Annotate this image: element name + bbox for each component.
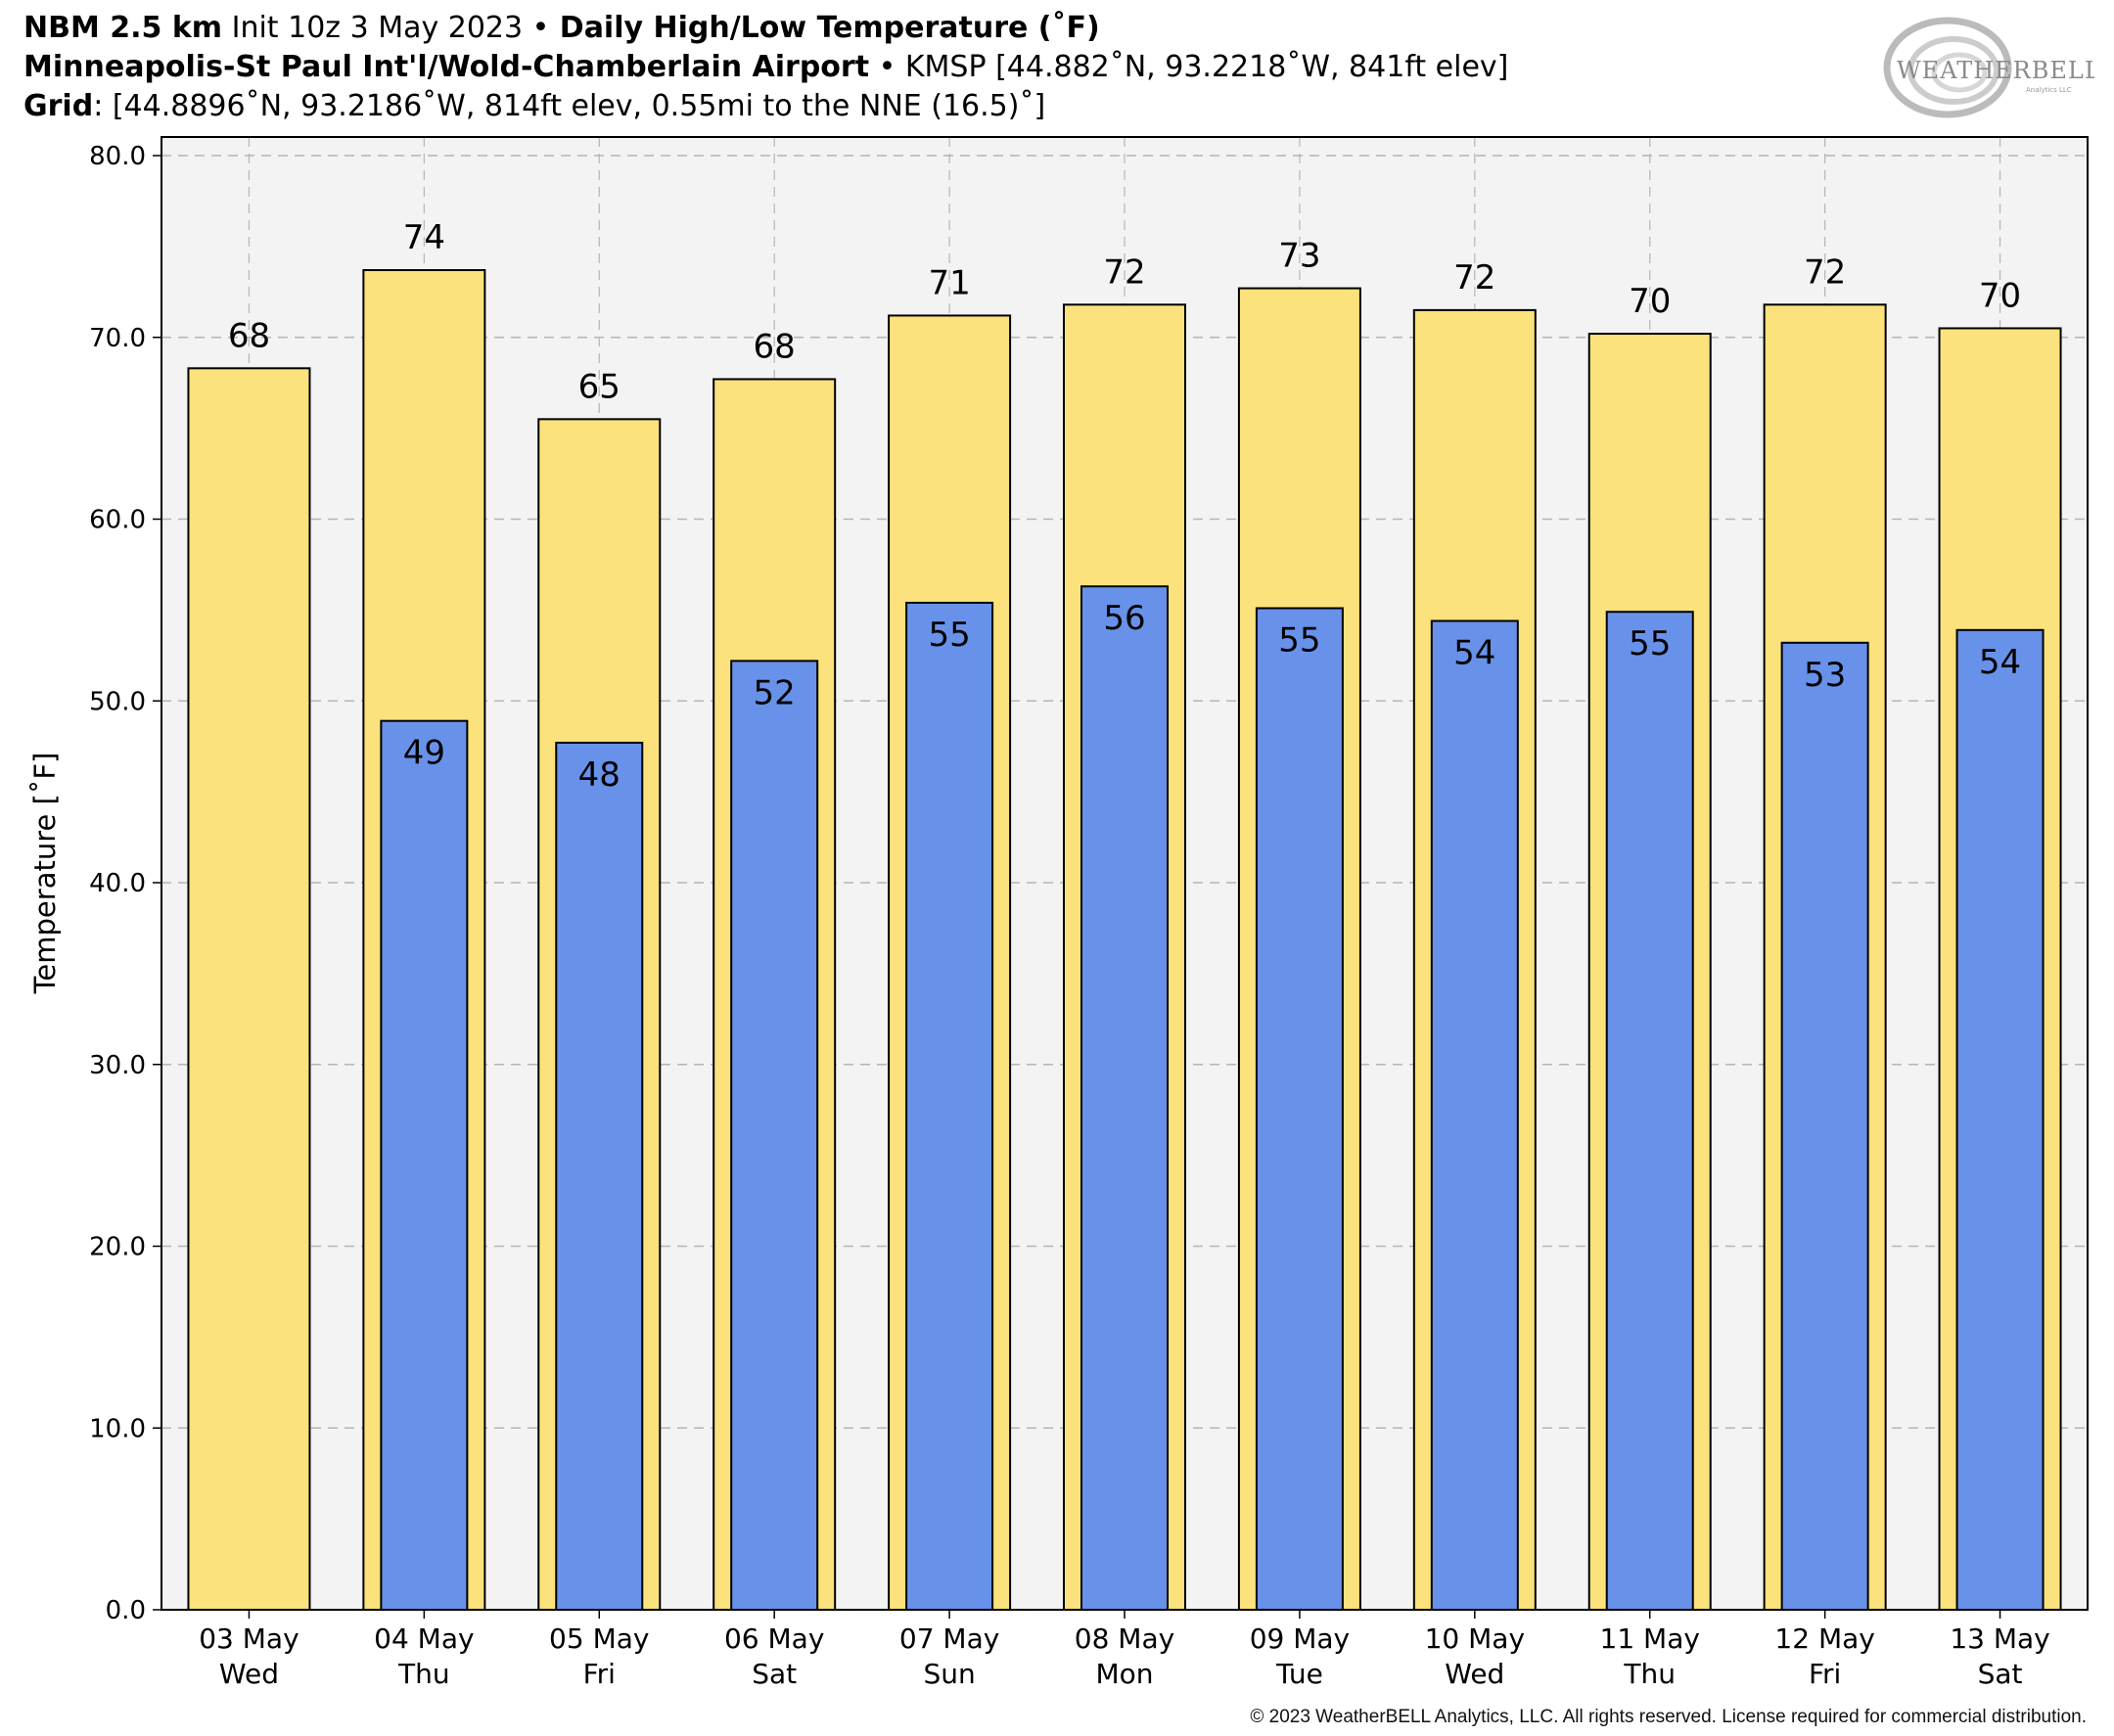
low-temp-bar: [1605, 611, 1694, 1611]
low-temp-label: 48: [578, 755, 620, 795]
high-temp-label: 70: [1629, 282, 1671, 321]
y-tick-label: 0.0: [106, 1596, 146, 1625]
y-tick-label: 30.0: [89, 1051, 146, 1080]
plot-frame: [161, 136, 2089, 1611]
low-temp-bar: [1955, 628, 2045, 1611]
low-temp-label: 53: [1804, 656, 1846, 695]
x-tick-label-date: 06 May: [724, 1622, 824, 1655]
x-tick-label-date: 08 May: [1075, 1622, 1174, 1655]
high-temp-bar: [187, 367, 311, 1611]
x-tick-label-day: Thu: [1623, 1658, 1676, 1690]
x-tick-label-date: 11 May: [1600, 1622, 1700, 1655]
x-tick-label-day: Wed: [1445, 1658, 1504, 1690]
x-tick-label-date: 04 May: [374, 1622, 474, 1655]
y-tick-label: 10.0: [89, 1414, 146, 1443]
x-tick-label-date: 05 May: [549, 1622, 649, 1655]
high-temp-label: 73: [1278, 237, 1320, 276]
y-tick-label: 70.0: [89, 324, 146, 353]
low-temp-label: 55: [1629, 624, 1671, 663]
product-title: Daily High/Low Temperature (˚F): [549, 11, 1100, 45]
low-temp-bar: [730, 660, 819, 1611]
grid-info: : [44.8896˚N, 93.2186˚W, 814ft elev, 0.5…: [93, 89, 1046, 123]
low-temp-label: 54: [1979, 643, 2021, 682]
x-tick-label-day: Fri: [1809, 1658, 1841, 1690]
low-temp-bar: [1080, 585, 1169, 1611]
chart-title-line: NBM 2.5 km Init 10z 3 May 2023 • Daily H…: [23, 10, 1100, 47]
grid-label: Grid: [23, 89, 94, 123]
x-tick-label-day: Fri: [583, 1658, 616, 1690]
y-tick-label: 50.0: [89, 687, 146, 716]
high-temp-label: 68: [754, 327, 796, 366]
low-temp-label: 56: [1103, 599, 1145, 638]
low-temp-bar: [380, 719, 469, 1611]
x-tick-label-day: Sun: [923, 1658, 975, 1690]
low-temp-label: 55: [928, 616, 970, 655]
high-temp-label: 72: [1453, 258, 1495, 297]
y-tick-label: 40.0: [89, 869, 146, 898]
low-temp-bar: [1780, 641, 1869, 1611]
x-tick-label-day: Tue: [1275, 1658, 1323, 1690]
y-tick-label: 60.0: [89, 506, 146, 535]
low-temp-label: 49: [403, 734, 445, 773]
station-name: Minneapolis-St Paul Int'l/Wold-Chamberla…: [23, 50, 870, 84]
copyright-notice: © 2023 WeatherBELL Analytics, LLC. All r…: [1250, 1707, 2087, 1727]
x-tick-label-day: Sat: [752, 1658, 797, 1690]
grid-line: Grid: [44.8896˚N, 93.2186˚W, 814ft elev,…: [23, 88, 1045, 125]
high-temp-label: 68: [228, 316, 270, 355]
x-tick-label-day: Sat: [1978, 1658, 2023, 1690]
x-tick-label-date: 03 May: [199, 1622, 299, 1655]
high-temp-label: 65: [578, 367, 620, 406]
x-tick-label-date: 09 May: [1250, 1622, 1350, 1655]
init-time: Init 10z 3 May 2023: [222, 11, 532, 45]
high-temp-label: 72: [1103, 252, 1145, 292]
high-temp-label: 72: [1804, 252, 1846, 292]
y-tick-label: 20.0: [89, 1233, 146, 1262]
high-temp-label: 74: [403, 218, 445, 257]
x-tick-label-date: 10 May: [1425, 1622, 1525, 1655]
model-name: NBM 2.5 km: [23, 11, 223, 45]
y-axis-label: Temperature [˚F]: [28, 753, 62, 995]
svg-text:Analytics LLC: Analytics LLC: [2026, 86, 2072, 94]
weatherbell-logo: WEATHERBELL Analytics LLC: [1883, 17, 2094, 118]
low-temp-label: 55: [1278, 621, 1320, 661]
svg-text:WEATHERBELL: WEATHERBELL: [1897, 57, 2094, 84]
x-tick-label-day: Thu: [397, 1658, 450, 1690]
y-tick-label: 80.0: [89, 142, 146, 171]
station-bullet: •: [869, 50, 905, 84]
x-tick-label-date: 07 May: [899, 1622, 999, 1655]
x-tick-label-day: Wed: [219, 1658, 279, 1690]
station-line: Minneapolis-St Paul Int'l/Wold-Chamberla…: [23, 49, 1508, 86]
x-tick-label-date: 12 May: [1774, 1622, 1874, 1655]
x-tick-label-day: Mon: [1095, 1658, 1153, 1690]
low-temp-label: 52: [754, 673, 796, 712]
station-info: KMSP [44.882˚N, 93.2218˚W, 841ft elev]: [904, 50, 1509, 84]
low-temp-label: 54: [1453, 634, 1495, 673]
x-tick-label-date: 13 May: [1950, 1622, 2049, 1655]
title-bullet: •: [531, 11, 550, 45]
low-temp-bar: [1430, 619, 1519, 1611]
high-temp-label: 71: [928, 263, 970, 302]
low-temp-bar: [555, 741, 644, 1611]
low-temp-bar: [905, 601, 994, 1612]
high-temp-label: 70: [1979, 276, 2021, 315]
low-temp-bar: [1255, 607, 1344, 1611]
